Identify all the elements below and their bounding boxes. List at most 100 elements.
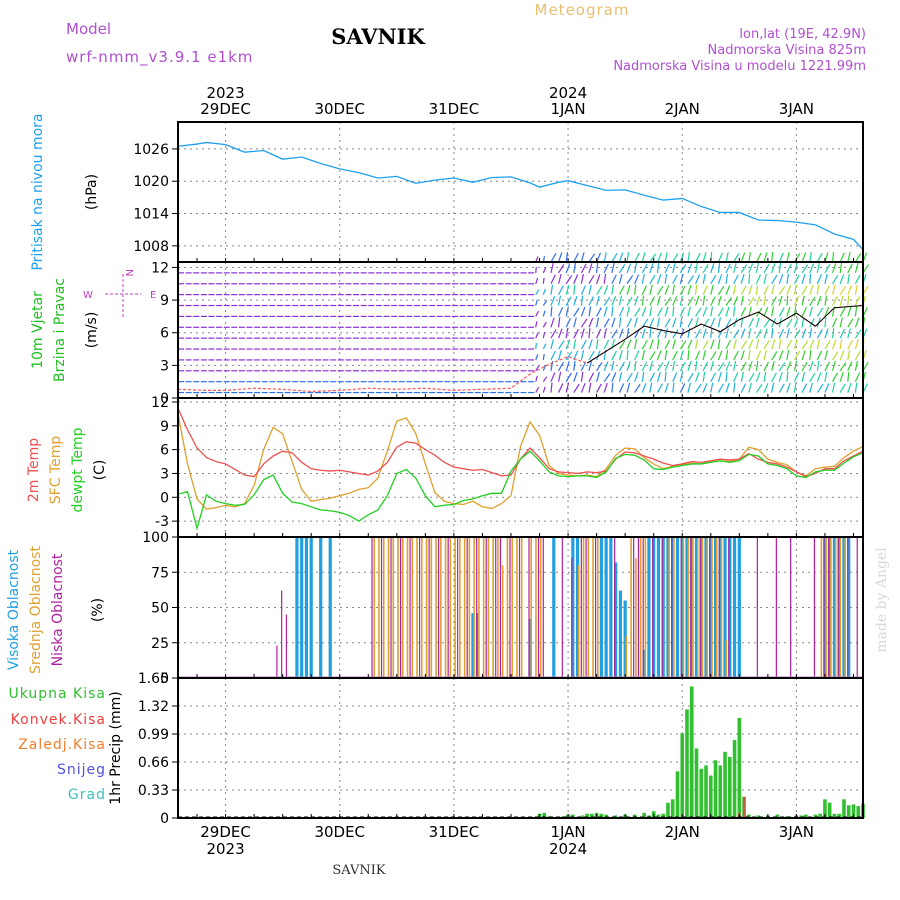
wind-barb <box>618 350 623 361</box>
wind-barb <box>611 253 618 263</box>
wind-barb <box>816 360 820 371</box>
wind-barb <box>557 371 562 382</box>
wind-barb <box>656 307 663 317</box>
cloud-bar-high <box>575 537 580 678</box>
wind-barb <box>710 284 714 295</box>
wind-barbs-layer <box>178 251 870 394</box>
wind-barb <box>596 317 600 328</box>
wind-barb <box>694 295 700 306</box>
y-tick-label: 3 <box>160 358 169 374</box>
wind-barb <box>740 383 747 393</box>
wind-barb <box>816 262 820 273</box>
wind-barb <box>771 306 775 317</box>
wind-barb <box>809 349 812 360</box>
wind-barb <box>816 252 823 263</box>
wind-barb <box>580 318 588 328</box>
wind-barb <box>710 263 715 274</box>
wind-barb <box>733 263 737 274</box>
wind-barb <box>596 274 601 284</box>
wind-barb <box>763 263 770 274</box>
wind-barb <box>702 263 709 274</box>
cloud-bar-high <box>642 649 646 678</box>
cloud-bar-high <box>571 537 575 678</box>
y-tick-label: 6 <box>160 443 169 459</box>
wind-barb <box>763 306 769 317</box>
wind-barb <box>725 306 730 317</box>
bottom-day-label: 29DEC <box>200 823 251 841</box>
temp2m-line <box>177 408 864 478</box>
wind-barb <box>702 361 709 372</box>
wind-barb <box>580 273 584 284</box>
top-year-label: 2023 <box>206 84 244 102</box>
wind-barb <box>634 252 640 263</box>
cloud-bar-high <box>599 537 603 678</box>
wind-barb <box>733 253 740 263</box>
cloud-bar-high <box>847 537 851 678</box>
wind-barb <box>839 252 845 263</box>
wind-barb <box>679 383 686 393</box>
wind-barb <box>854 382 858 393</box>
y-tick-label: 100 <box>142 530 169 546</box>
wind-barb <box>641 383 647 393</box>
wind-barb <box>634 317 638 328</box>
wind-barb <box>801 383 808 393</box>
wind-barb <box>580 361 587 372</box>
wind-barb <box>626 296 633 306</box>
wind-barb <box>535 354 539 361</box>
wind-barb <box>634 360 637 371</box>
wind-barb <box>550 263 554 274</box>
wind-barb <box>611 306 614 317</box>
wind-barb <box>656 350 662 361</box>
wind-barb <box>831 263 837 274</box>
wind-barb <box>786 263 792 274</box>
wind-barb <box>618 317 622 328</box>
wind-barb <box>687 318 693 328</box>
wind-barb <box>603 373 611 383</box>
wind-barb <box>626 318 633 328</box>
top-day-label: 3JAN <box>779 100 814 118</box>
wind-barb <box>801 285 808 295</box>
panel-frame <box>177 677 864 819</box>
wind-barb <box>778 383 785 393</box>
wind-barb <box>733 382 736 393</box>
wind-barb <box>588 317 594 328</box>
wind-barb <box>588 372 595 382</box>
wind-barb <box>824 285 830 295</box>
wind-barb <box>740 350 745 361</box>
wind-barb <box>710 351 717 361</box>
wind-barb <box>717 274 723 284</box>
wind-barb <box>725 349 729 361</box>
wind-barb <box>778 362 786 372</box>
wind-barb <box>535 266 537 273</box>
wind-barb <box>557 252 563 263</box>
wind-barb <box>672 350 678 361</box>
precip-bar <box>632 814 637 818</box>
wind-barb <box>748 296 755 306</box>
wind-barb <box>740 317 744 328</box>
wind-barb <box>626 284 631 295</box>
wind-barb <box>778 339 782 350</box>
wind-barb <box>565 275 573 285</box>
wind-barb <box>748 339 754 350</box>
wind-barb <box>786 295 789 306</box>
wind-barb <box>656 295 661 306</box>
wind-barb <box>809 273 812 284</box>
wind-barb <box>634 339 638 350</box>
wind-barb <box>672 382 675 393</box>
wind-barb <box>641 273 645 284</box>
cloud-bar-high <box>675 537 680 678</box>
wind-barb <box>580 383 586 393</box>
wind-barb <box>565 296 572 306</box>
cloud-bar-high <box>723 537 727 678</box>
wind-barb <box>542 376 548 383</box>
cloud-bar-high <box>704 537 708 678</box>
wind-barb <box>824 383 830 393</box>
top-day-label: 2JAN <box>665 100 700 118</box>
precip-legend-entry: Ukupna Kisa <box>8 686 106 702</box>
y-tick-label: 1026 <box>133 142 169 158</box>
precip-bar <box>842 799 846 818</box>
wind-barb <box>679 350 684 361</box>
precip-bar <box>675 771 680 818</box>
wind-barb <box>793 350 800 361</box>
wind-barb <box>771 382 775 393</box>
